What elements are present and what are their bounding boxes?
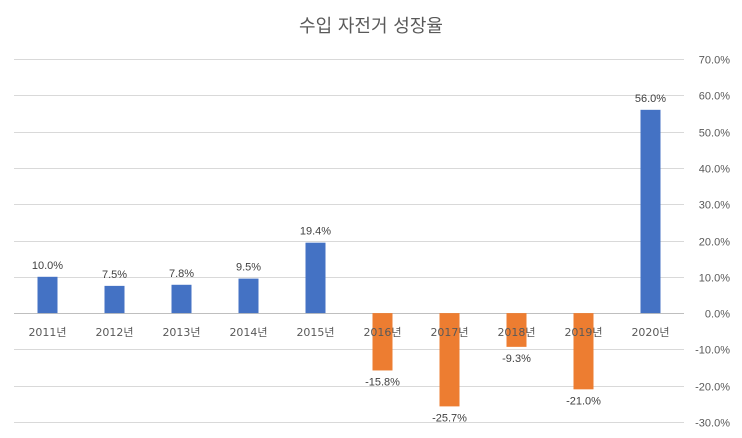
category-label: 2014년 bbox=[229, 326, 267, 339]
y-tick-label: -20.0% bbox=[695, 382, 730, 394]
data-label: -21.0% bbox=[566, 395, 601, 407]
data-label: 7.8% bbox=[169, 268, 194, 280]
bar bbox=[171, 284, 192, 314]
y-tick-label: -10.0% bbox=[695, 345, 730, 357]
y-tick-label: 50.0% bbox=[699, 128, 730, 140]
bar bbox=[439, 313, 460, 407]
category-label: 2016년 bbox=[363, 326, 401, 339]
category-label: 2020년 bbox=[631, 326, 669, 339]
y-tick-label: 30.0% bbox=[699, 200, 730, 212]
y-tick-label: 20.0% bbox=[699, 237, 730, 249]
bar bbox=[372, 313, 393, 371]
category-label: 2013년 bbox=[162, 326, 200, 339]
data-label: 7.5% bbox=[102, 269, 127, 281]
gridlines bbox=[14, 59, 684, 423]
bar bbox=[573, 313, 594, 390]
data-label: 9.5% bbox=[236, 262, 261, 274]
category-label: 2019년 bbox=[564, 326, 602, 339]
category-labels: 2011년 2012년 2013년 2014년 2015년 2016년 2017년 2018년… bbox=[28, 326, 669, 339]
bars bbox=[37, 109, 661, 407]
data-label: -15.8% bbox=[365, 376, 400, 388]
y-tick-label: 0.0% bbox=[705, 309, 730, 321]
y-tick-label: 10.0% bbox=[699, 273, 730, 285]
data-label: -9.3% bbox=[502, 353, 531, 365]
data-labels: 10.0% 7.5% 7.8% 9.5% 19.4% -15.8% -25.7% -9.3% -… bbox=[32, 93, 666, 425]
chart-title: 수입 자전거 성장율 bbox=[299, 16, 443, 37]
bar bbox=[104, 285, 125, 314]
y-tick-label: 40.0% bbox=[699, 164, 730, 176]
data-label: 10.0% bbox=[32, 260, 63, 272]
bar bbox=[37, 276, 58, 314]
y-tick-label: -30.0% bbox=[695, 418, 730, 430]
category-label: 2015년 bbox=[296, 326, 334, 339]
data-label: -25.7% bbox=[432, 412, 467, 424]
bar bbox=[506, 313, 527, 347]
data-label: 56.0% bbox=[635, 93, 666, 105]
category-label: 2011년 bbox=[28, 326, 66, 339]
data-label: 19.4% bbox=[300, 226, 331, 238]
bar bbox=[305, 242, 326, 314]
category-label: 2012년 bbox=[95, 326, 133, 339]
bar bbox=[238, 278, 259, 314]
y-tick-label: 60.0% bbox=[699, 91, 730, 103]
y-tick-label: 70.0% bbox=[699, 55, 730, 67]
category-label: 2018년 bbox=[497, 326, 535, 339]
bar bbox=[640, 109, 661, 314]
category-label: 2017년 bbox=[430, 326, 468, 339]
y-axis-labels: 70.0% 60.0% 50.0% 40.0% 30.0% 20.0% 10.0% 0.0% -… bbox=[695, 55, 730, 430]
